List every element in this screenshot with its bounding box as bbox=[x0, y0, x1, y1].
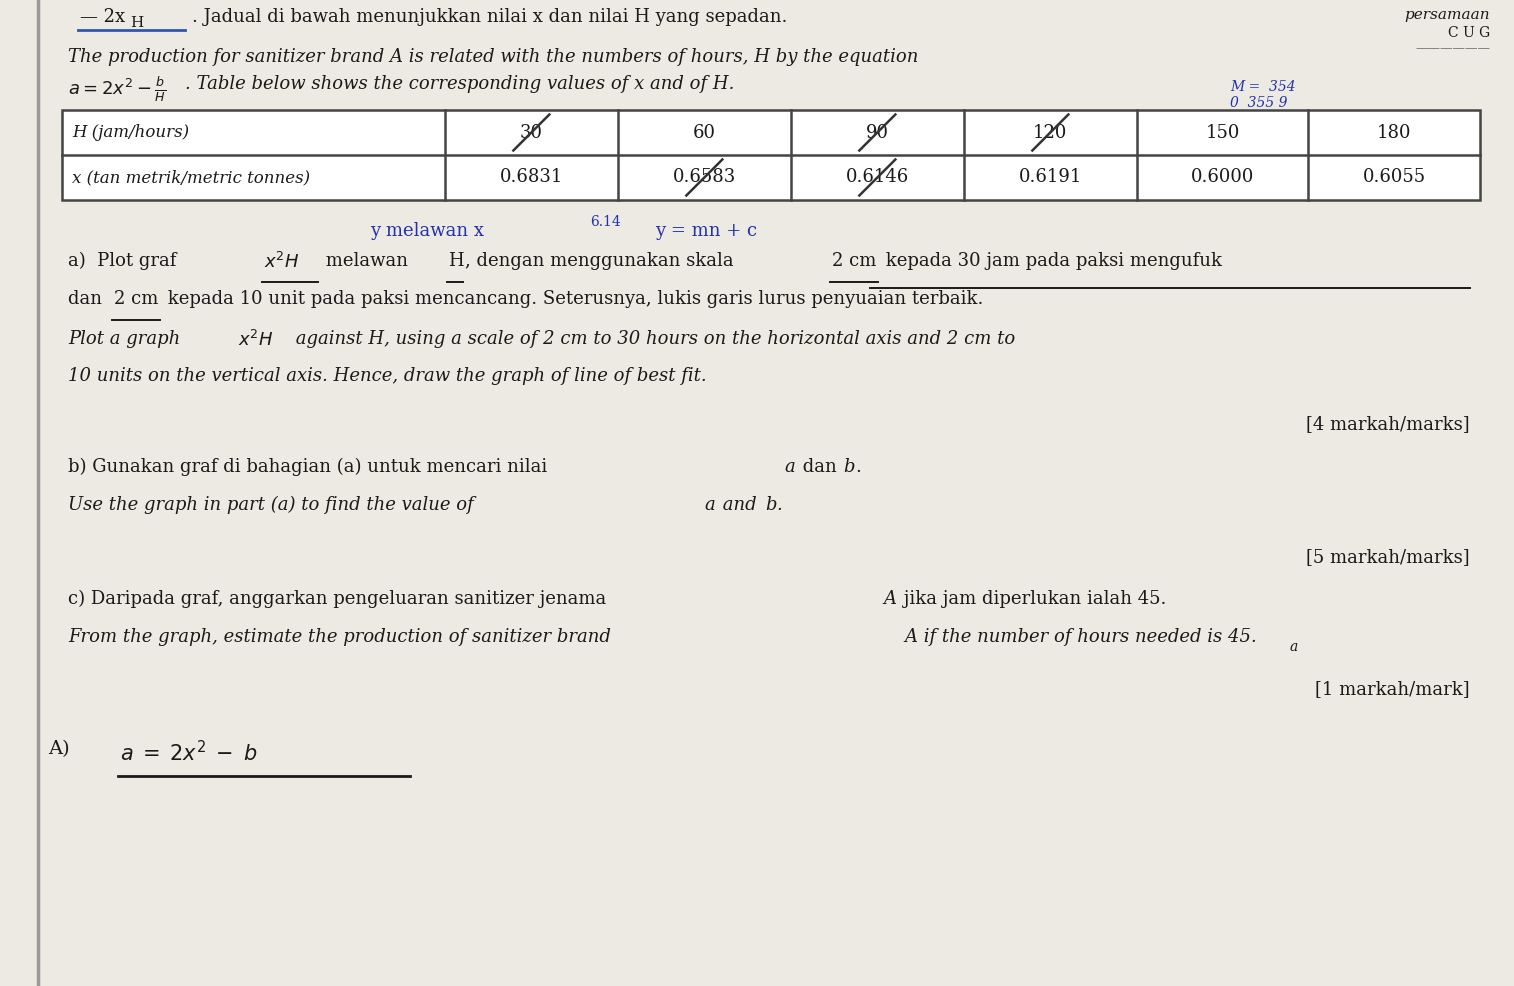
Text: 2 cm: 2 cm bbox=[833, 252, 877, 270]
Text: The production for sanitizer brand A is related with the numbers of hours, H by : The production for sanitizer brand A is … bbox=[68, 48, 919, 66]
Text: a: a bbox=[704, 496, 715, 514]
Text: 60: 60 bbox=[693, 123, 716, 142]
Text: M =  354: M = 354 bbox=[1229, 80, 1296, 94]
Text: kepada 10 unit pada paksi mencancang. Seterusnya, lukis garis lurus penyuaian te: kepada 10 unit pada paksi mencancang. Se… bbox=[162, 290, 984, 308]
Text: 180: 180 bbox=[1376, 123, 1411, 142]
Text: x (tan metrik/metric tonnes): x (tan metrik/metric tonnes) bbox=[73, 169, 310, 186]
Text: From the graph, estimate the production of sanitizer brand: From the graph, estimate the production … bbox=[68, 628, 616, 646]
Text: 0.6000: 0.6000 bbox=[1192, 169, 1254, 186]
Text: 90: 90 bbox=[866, 123, 889, 142]
Text: $x^2H$: $x^2H$ bbox=[238, 330, 274, 350]
Text: A: A bbox=[883, 590, 896, 608]
Text: $a = 2x^2 - \frac{b}{H}$: $a = 2x^2 - \frac{b}{H}$ bbox=[68, 75, 167, 104]
Text: 0  355 9: 0 355 9 bbox=[1229, 96, 1287, 110]
Text: against H, using a scale of 2 cm to 30 hours on the horizontal axis and 2 cm to: against H, using a scale of 2 cm to 30 h… bbox=[291, 330, 1016, 348]
Text: dan: dan bbox=[796, 458, 842, 476]
Text: . Jadual di bawah menunjukkan nilai x dan nilai H yang sepadan.: . Jadual di bawah menunjukkan nilai x da… bbox=[192, 8, 787, 26]
Text: y = mn + c: y = mn + c bbox=[656, 222, 757, 240]
Text: persamaan: persamaan bbox=[1405, 8, 1490, 22]
Text: ——————: —————— bbox=[1416, 42, 1490, 55]
Text: 120: 120 bbox=[1033, 123, 1067, 142]
Text: H (jam/hours): H (jam/hours) bbox=[73, 124, 189, 141]
Text: 10 units on the vertical axis. Hence, draw the graph of line of best fit.: 10 units on the vertical axis. Hence, dr… bbox=[68, 367, 707, 385]
Text: y melawan x: y melawan x bbox=[369, 222, 484, 240]
Text: H: H bbox=[448, 252, 463, 270]
Text: b) Gunakan graf di bahagian (a) untuk mencari nilai: b) Gunakan graf di bahagian (a) untuk me… bbox=[68, 458, 553, 476]
Text: A: A bbox=[904, 628, 917, 646]
Text: [5 markah/marks]: [5 markah/marks] bbox=[1307, 548, 1470, 566]
Text: a)  Plot graf: a) Plot graf bbox=[68, 252, 182, 270]
Text: jika jam diperlukan ialah 45.: jika jam diperlukan ialah 45. bbox=[898, 590, 1166, 608]
Text: and: and bbox=[718, 496, 763, 514]
Text: Plot a graph: Plot a graph bbox=[68, 330, 186, 348]
Text: 0.6055: 0.6055 bbox=[1363, 169, 1426, 186]
Text: c) Daripada graf, anggarkan pengeluaran sanitizer jenama: c) Daripada graf, anggarkan pengeluaran … bbox=[68, 590, 612, 608]
Text: b: b bbox=[843, 458, 854, 476]
Text: Use the graph in part (a) to find the value of: Use the graph in part (a) to find the va… bbox=[68, 496, 480, 515]
Text: C U G: C U G bbox=[1447, 26, 1490, 40]
Text: [1 markah/mark]: [1 markah/mark] bbox=[1316, 680, 1470, 698]
Text: 0.6191: 0.6191 bbox=[1019, 169, 1083, 186]
Text: dan: dan bbox=[68, 290, 107, 308]
Text: H: H bbox=[130, 16, 144, 30]
Text: 6.14: 6.14 bbox=[590, 215, 621, 229]
Text: a: a bbox=[784, 458, 795, 476]
Text: .: . bbox=[777, 496, 781, 514]
Text: 0.6583: 0.6583 bbox=[672, 169, 736, 186]
Bar bbox=[62, 110, 1481, 200]
Text: .: . bbox=[855, 458, 861, 476]
Text: b: b bbox=[765, 496, 777, 514]
Text: , dengan menggunakan skala: , dengan menggunakan skala bbox=[465, 252, 739, 270]
Text: 0.6146: 0.6146 bbox=[846, 169, 908, 186]
Text: a: a bbox=[1290, 640, 1297, 654]
Text: 30: 30 bbox=[519, 123, 544, 142]
Text: $a  \;=\;  2x^2  \;-\;  b$: $a \;=\; 2x^2 \;-\; b$ bbox=[120, 740, 257, 765]
Text: melawan: melawan bbox=[319, 252, 413, 270]
Text: 0.6831: 0.6831 bbox=[500, 169, 563, 186]
Text: 150: 150 bbox=[1205, 123, 1240, 142]
Text: — 2x: — 2x bbox=[80, 8, 126, 26]
Text: 2 cm: 2 cm bbox=[114, 290, 159, 308]
Text: kepada 30 jam pada paksi mengufuk: kepada 30 jam pada paksi mengufuk bbox=[880, 252, 1222, 270]
Text: [4 markah/marks]: [4 markah/marks] bbox=[1307, 415, 1470, 433]
Text: . Table below shows the corresponding values of x and of H.: . Table below shows the corresponding va… bbox=[185, 75, 734, 93]
Text: if the number of hours needed is 45.: if the number of hours needed is 45. bbox=[917, 628, 1257, 646]
Text: $x^2H$: $x^2H$ bbox=[263, 252, 300, 272]
Text: A): A) bbox=[48, 740, 70, 758]
